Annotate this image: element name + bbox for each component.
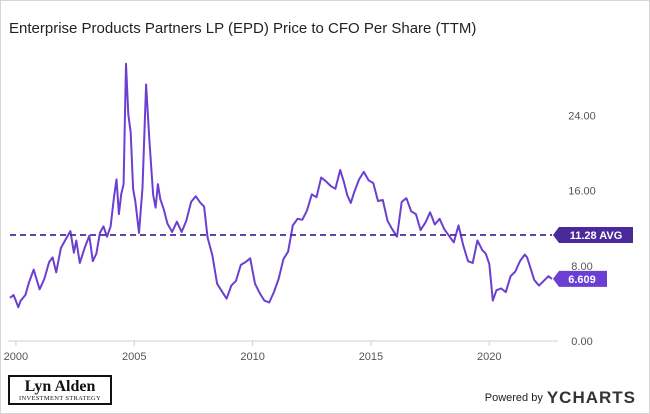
last-value-group: 6.609	[553, 270, 607, 287]
y-tick-label: 8.00	[571, 261, 592, 273]
logo-subtitle: INVESTMENT STRATEGY	[19, 395, 101, 402]
x-tick-label: 2020	[477, 351, 501, 363]
powered-by-ycharts[interactable]: Powered by YCHARTS	[485, 388, 636, 408]
average-group: 11.28 AVG	[10, 227, 633, 244]
powered-by-label: Powered by	[484, 392, 543, 404]
logo-name: Lyn Alden	[24, 378, 96, 395]
y-tick-label: 0.00	[571, 336, 592, 348]
average-label: 11.28 AVG	[570, 230, 623, 242]
x-tick-label: 2010	[240, 351, 264, 363]
lyn-alden-logo: Lyn Alden INVESTMENT STRATEGY	[8, 375, 112, 405]
last-value-label: 6.609	[568, 274, 596, 286]
y-tick-label: 16.00	[568, 186, 596, 198]
chart-title: Enterprise Products Partners LP (EPD) Pr…	[9, 20, 477, 37]
series-group	[9, 62, 553, 309]
series-line	[9, 62, 553, 309]
y-tick-label: 24.00	[568, 110, 596, 122]
x-tick-label: 2005	[122, 351, 146, 363]
x-tick-label: 2000	[4, 351, 28, 363]
average-badge	[553, 227, 633, 244]
last-value-badge	[553, 270, 607, 287]
y-axis: 0.00 8.00 16.00 24.00	[568, 110, 596, 348]
x-axis: 2000 2005 2010 2015 2020	[4, 340, 558, 363]
x-tick-label: 2015	[359, 351, 383, 363]
ycharts-logo: YCHARTS	[546, 388, 636, 407]
